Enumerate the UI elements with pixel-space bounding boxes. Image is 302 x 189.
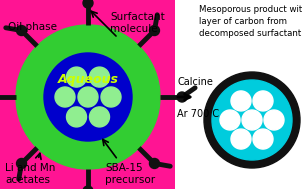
Text: Ar 700 C: Ar 700 C [177,109,219,119]
Circle shape [149,26,159,36]
Circle shape [177,92,187,102]
Circle shape [16,25,160,169]
Text: Calcine: Calcine [177,77,213,87]
Circle shape [204,72,300,168]
Circle shape [44,53,132,141]
Circle shape [66,107,86,127]
Circle shape [66,67,86,87]
Text: Oil phase: Oil phase [8,22,57,32]
Text: Aqueous: Aqueous [57,73,118,85]
Circle shape [83,186,93,189]
Circle shape [89,107,110,127]
Text: Surfactant
molecule: Surfactant molecule [110,12,165,34]
Circle shape [17,158,27,168]
Circle shape [17,26,27,36]
Bar [0,0,175,189]
Text: Mesoporous product with a
layer of carbon from
decomposed surfactant.: Mesoporous product with a layer of carbo… [199,5,302,38]
Circle shape [264,110,284,130]
Circle shape [231,91,251,111]
Circle shape [149,158,159,168]
Circle shape [212,80,292,160]
Text: SBA-15
precursor: SBA-15 precursor [105,163,155,185]
Circle shape [101,87,121,107]
Circle shape [220,110,240,130]
Circle shape [231,129,251,149]
Circle shape [78,87,98,107]
Text: Li and Mn
acetates: Li and Mn acetates [5,163,55,185]
Circle shape [253,129,273,149]
Circle shape [55,87,75,107]
Circle shape [83,0,93,8]
Circle shape [242,110,262,130]
Circle shape [253,91,273,111]
Circle shape [89,67,110,87]
